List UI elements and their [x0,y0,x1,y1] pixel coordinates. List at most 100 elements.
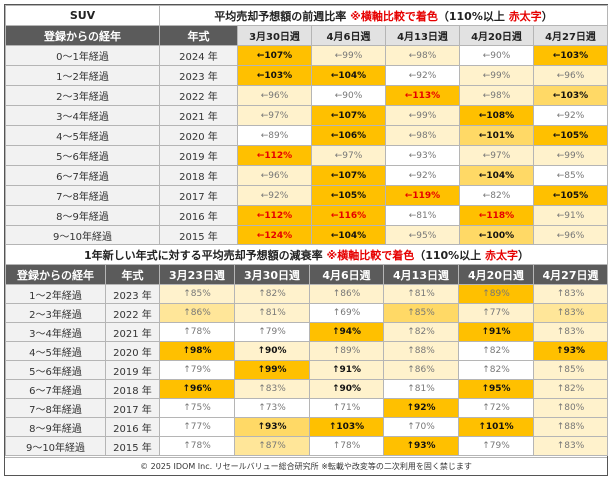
row-age-label: 3～4年経過 [5,322,106,342]
value-cell: ↑82% [458,341,534,361]
value-cell: ←107% [311,105,386,126]
value-cell: ↑87% [234,436,310,456]
row-age-label: 8～9年経過 [5,205,160,226]
row-year-label: 2016 年 [159,205,238,226]
col-header-week: 3月23日週 [159,264,235,285]
value-cell: ←101% [459,125,534,146]
value-cell: ↑81% [383,284,459,304]
value-cell: ←112% [237,205,312,226]
row-year-label: 2024 年 [159,45,238,66]
value-cell: ↑98% [159,341,235,361]
copyright-footer: © 2025 IDOM Inc. リセールバリュー総合研究所 ※転載や改変等の二… [5,457,607,475]
value-cell: ↑103% [309,417,384,437]
row-age-label: 7～8年経過 [5,398,106,418]
value-cell: ↑82% [458,360,534,380]
row-age-label: 2～3年経過 [5,85,160,106]
row-age-label: 3～4年経過 [5,105,160,126]
value-cell: ←93% [385,145,460,166]
table-row: 4～5年経過 2020 年 ←89% ←106% ←98% ←101% ←105% [5,125,608,146]
row-year-label: 2015 年 [159,225,238,246]
row-year-label: 2020 年 [159,125,238,146]
value-cell: ↑93% [532,341,609,361]
value-cell: ↑83% [532,436,609,456]
col-header-week: 4月13日週 [383,264,459,285]
table-row: 3～4年経過 2021 年 ↑78% ↑79% ↑94% ↑82% ↑91% ↑83% [5,322,609,342]
value-cell: ↑86% [159,303,235,323]
value-cell: ↑82% [383,322,459,342]
row-age-label: 1～2年経過 [5,284,106,304]
value-cell: ↑82% [234,284,310,304]
row-year-label: 2021 年 [105,322,160,342]
value-cell: ←103% [533,85,608,106]
value-cell: ↑89% [309,341,384,361]
value-cell: ↑88% [383,341,459,361]
row-year-label: 2017 年 [159,185,238,206]
value-cell: ↑96% [159,379,235,399]
value-cell: ←92% [237,185,312,206]
value-cell: ↑79% [234,322,310,342]
value-cell: ←98% [385,45,460,66]
value-cell: ←96% [237,165,312,186]
value-cell: ←98% [459,85,534,106]
row-year-label: 2019 年 [105,360,160,380]
value-cell: ←90% [311,85,386,106]
col-header-week: 4月27日週 [533,25,608,46]
value-cell: ↑99% [234,360,310,380]
value-cell: ←118% [459,205,534,226]
value-cell: ↑93% [234,417,310,437]
value-cell: ←95% [385,225,460,246]
row-year-label: 2022 年 [105,303,160,323]
table1-title: 平均売却予想額の前週比率 ※横軸比較で着色（110%以上 赤太字） [159,5,608,26]
value-cell: ←99% [459,65,534,86]
value-cell: ↑78% [309,436,384,456]
value-cell: ←91% [533,205,608,226]
table-row: 8～9年経過 2016 年 ←112% ←116% ←81% ←118% ←91% [5,205,608,226]
table1-body: 0～1年経過 2024 年 ←107% ←99% ←98% ←90% ←103% 1～2年経過… [5,45,608,246]
value-cell: ↑79% [458,436,534,456]
value-cell: ↑85% [159,284,235,304]
value-cell: ←98% [385,125,460,146]
table-row: 8～9年経過 2016 年 ↑77% ↑93% ↑103% ↑70% ↑101% ↑88% [5,417,609,437]
value-cell: ↑101% [458,417,534,437]
table-row: 6～7年経過 2018 年 ←96% ←107% ←92% ←104% ←85% [5,165,608,186]
table-row: 5～6年経過 2019 年 ←112% ←97% ←93% ←97% ←99% [5,145,608,166]
value-cell: ↑72% [458,398,534,418]
row-year-label: 2018 年 [105,379,160,399]
value-cell: ←90% [459,45,534,66]
row-year-label: 2023 年 [159,65,238,86]
table-row: 2～3年経過 2022 年 ←96% ←90% ←113% ←98% ←103% [5,85,608,106]
table2-body: 1～2年経過 2023 年 ↑85% ↑82% ↑86% ↑81% ↑89% ↑83% 2～3年… [5,284,609,456]
value-cell: ↑81% [383,379,459,399]
col-header-week: 4月13日週 [385,25,460,46]
value-cell: ↑93% [383,436,459,456]
row-age-label: 8～9年経過 [5,417,106,437]
row-year-label: 2022 年 [159,85,238,106]
value-cell: ↑89% [458,284,534,304]
decay-rate-table: 1年新しい年式に対する平均売却予想額の減衰率 ※横軸比較で着色（110%以上 赤… [4,244,609,456]
value-cell: ←99% [311,45,386,66]
value-cell: ↑90% [234,341,310,361]
weekly-ratio-table: SUV 平均売却予想額の前週比率 ※横軸比較で着色（110%以上 赤太字） 登録… [5,5,608,246]
value-cell: ←107% [237,45,312,66]
report-frame: SUV 平均売却予想額の前週比率 ※横軸比較で着色（110%以上 赤太字） 登録… [4,4,609,476]
table-row: 2～3年経過 2022 年 ↑86% ↑81% ↑69% ↑85% ↑77% ↑83% [5,303,609,323]
value-cell: ←107% [311,165,386,186]
value-cell: ↑83% [234,379,310,399]
value-cell: ←96% [237,85,312,106]
table-row: 9～10年経過 2015 年 ↑78% ↑87% ↑78% ↑93% ↑79% ↑83% [5,436,609,456]
value-cell: ←112% [237,145,312,166]
row-age-label: 4～5年経過 [5,125,160,146]
value-cell: ←92% [385,165,460,186]
row-age-label: 0～1年経過 [5,45,160,66]
value-cell: ←104% [459,165,534,186]
value-cell: ←89% [237,125,312,146]
row-age-label: 5～6年経過 [5,145,160,166]
value-cell: ←92% [385,65,460,86]
value-cell: ←113% [385,85,460,106]
value-cell: ←104% [311,65,386,86]
value-cell: ←103% [237,65,312,86]
value-cell: ←97% [459,145,534,166]
col-header-week: 4月6日週 [311,25,386,46]
col-header-year: 年式 [159,25,238,46]
value-cell: ↑73% [234,398,310,418]
